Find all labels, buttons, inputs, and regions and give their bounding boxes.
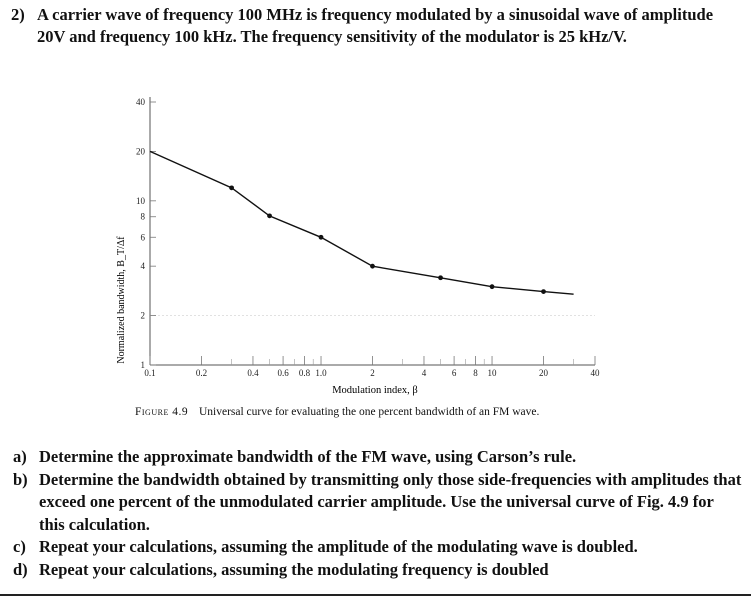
x-tick-label: 0.6 xyxy=(277,368,289,378)
data-point xyxy=(489,284,495,290)
figure-label: Figure 4.9 xyxy=(135,406,189,418)
y-tick-label: 4 xyxy=(141,261,146,271)
universal-curve-chart: 0.1 0.2 0.4 0.6 0.8 1.0 2 4 6 8 10 20 40 1 2 4 6 8 10 20 40… xyxy=(116,97,600,396)
part-d: d) Repeat your calculations, assuming th… xyxy=(13,559,743,582)
x-tick-label: 2 xyxy=(370,368,375,378)
x-tick-label: 0.2 xyxy=(196,368,207,378)
figure-caption: Figure 4.9 Universal curve for evaluatin… xyxy=(135,406,539,418)
part-d-label: d) xyxy=(13,559,28,579)
y-tick-label: 40 xyxy=(136,97,146,107)
y-tick-label: 8 xyxy=(141,212,146,222)
y-tick-label: 20 xyxy=(136,146,146,156)
x-axis-ticks: 0.1 0.2 0.4 0.6 0.8 1.0 2 4 6 8 10 20 40 xyxy=(144,356,600,378)
data-point xyxy=(318,234,324,240)
part-c-label: c) xyxy=(13,537,26,556)
x-tick-label: 0.8 xyxy=(299,368,311,378)
part-a-text: Determine the approximate bandwidth of t… xyxy=(39,447,577,466)
data-point xyxy=(370,263,375,269)
part-d-text: Repeat your calculations, assuming the m… xyxy=(39,559,549,579)
series-line-universal-curve xyxy=(149,150,574,295)
caption-text: Universal curve for evaluating the one p… xyxy=(198,406,540,418)
y-tick-label: 1 xyxy=(141,360,146,370)
x-tick-label: 10 xyxy=(488,368,498,378)
x-tick-label: 8 xyxy=(473,368,478,378)
part-a-label: a) xyxy=(13,447,27,466)
chart-series xyxy=(149,150,574,295)
y-tick-label: 2 xyxy=(141,311,146,321)
x-tick-label: 40 xyxy=(591,368,601,378)
part-a: a) Determine the approximate bandwidth o… xyxy=(13,446,743,469)
x-tick-label: 20 xyxy=(539,368,549,378)
x-tick-label: 6 xyxy=(452,368,457,378)
y-tick-label: 6 xyxy=(141,232,146,242)
x-tick-label: 1.0 xyxy=(315,368,327,378)
part-c-text: Repeat your calculations, assuming the a… xyxy=(39,537,638,556)
part-b: b) Determine the bandwidth obtained by t… xyxy=(13,469,743,537)
y-axis-label: Normalized bandwidth, B_T/Δf xyxy=(116,236,127,364)
data-point xyxy=(267,213,272,219)
y-tick-label: 10 xyxy=(136,196,146,206)
data-point xyxy=(541,289,546,294)
bottom-rule xyxy=(0,594,751,596)
x-tick-label: 0.4 xyxy=(247,368,259,378)
x-tick-label: 0.1 xyxy=(144,368,155,378)
y-axis-ticks: 1 2 4 6 8 10 20 40 xyxy=(136,97,156,370)
question-block: 2) A carrier wave of frequency 100 MHz i… xyxy=(11,4,741,46)
question-text: A carrier wave of frequency 100 MHz is f… xyxy=(37,5,714,46)
part-c: c) Repeat your calculations, assuming th… xyxy=(13,536,743,559)
part-b-label: b) xyxy=(13,469,28,489)
question-number: 2) xyxy=(11,5,25,24)
x-tick-label: 4 xyxy=(422,368,427,378)
data-point xyxy=(438,275,443,281)
data-point xyxy=(229,185,234,191)
question-parts: a) Determine the approximate bandwidth o… xyxy=(13,446,743,581)
chart-axes xyxy=(149,97,595,366)
x-axis-label: Modulation index, β xyxy=(332,385,418,396)
part-b-text: Determine the bandwidth obtained by tran… xyxy=(39,469,742,534)
